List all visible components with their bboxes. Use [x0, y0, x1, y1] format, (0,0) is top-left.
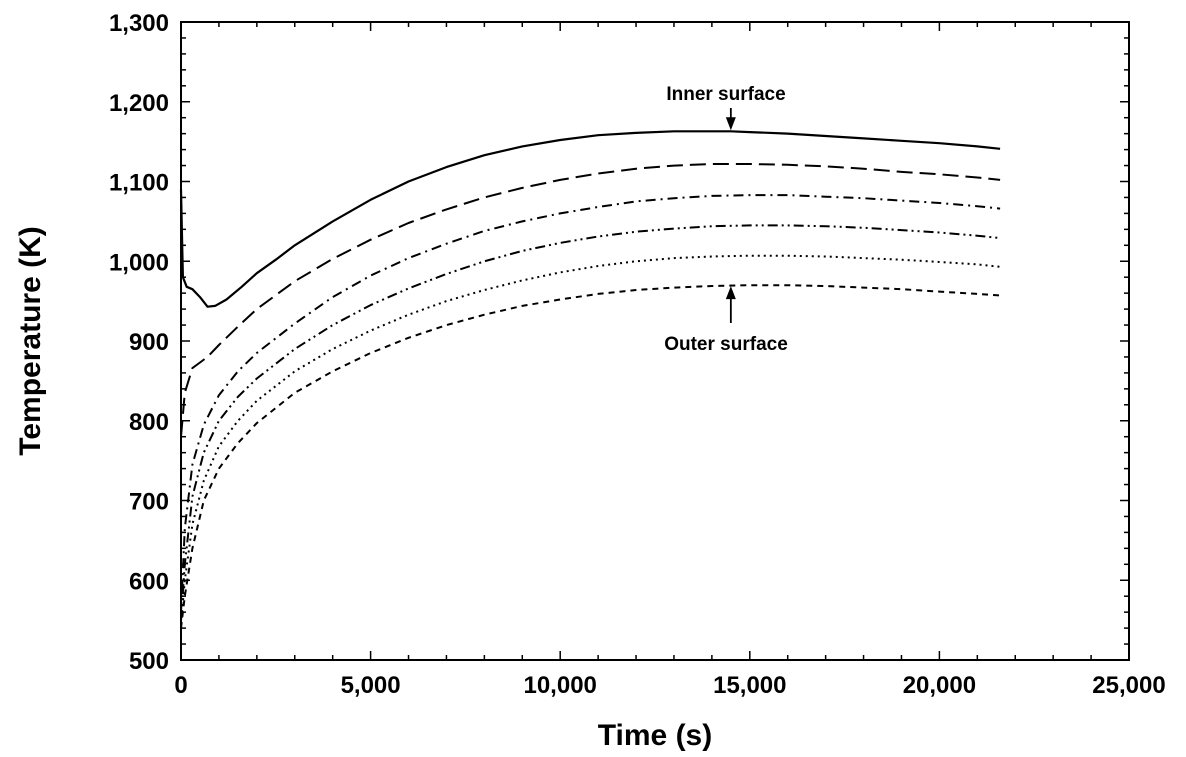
- annotations: Inner surface Outer surface: [664, 84, 788, 355]
- y-tick-label: 600: [129, 568, 169, 595]
- x-tick-label: 5,000: [341, 672, 401, 699]
- x-axis-label: Time (s): [598, 719, 712, 752]
- x-tick-label: 20,000: [903, 672, 976, 699]
- y-tick-label: 1,000: [109, 249, 169, 276]
- x-tick-label: 15,000: [713, 672, 786, 699]
- arrow-inner-head: [725, 117, 736, 131]
- series-line-4: [180, 224, 1001, 621]
- annotation-inner-surface: Inner surface: [666, 84, 785, 105]
- x-tick-label: 10,000: [523, 672, 596, 699]
- series-line-5: [180, 254, 1001, 625]
- y-axis-label: Temperature (K): [14, 226, 47, 455]
- y-tick-label: 700: [129, 489, 169, 516]
- series-line-6: [180, 284, 1001, 629]
- axis-ticks: [180, 21, 1130, 661]
- plot-frame: [180, 21, 1130, 661]
- y-tick-label: 900: [129, 329, 169, 356]
- y-tick-label: 1,100: [109, 170, 169, 197]
- series-line-1: [179, 130, 1001, 308]
- series-line-2: [180, 163, 1001, 437]
- y-tick-label: 500: [129, 648, 169, 675]
- y-tick-label: 1,200: [109, 90, 169, 117]
- series-line-3: [180, 194, 1001, 613]
- annotation-outer-surface: Outer surface: [664, 334, 788, 355]
- y-tick-label: 1,300: [109, 10, 169, 37]
- x-tick-label: 0: [174, 672, 187, 699]
- arrow-outer-head: [725, 286, 736, 300]
- y-tick-label: 800: [129, 409, 169, 436]
- x-tick-label: 25,000: [1092, 672, 1165, 699]
- curves: [179, 130, 1001, 629]
- tick-labels: 0 5,000 10,000 15,000 20,000 25,000 500 600 700 8…: [109, 10, 1166, 699]
